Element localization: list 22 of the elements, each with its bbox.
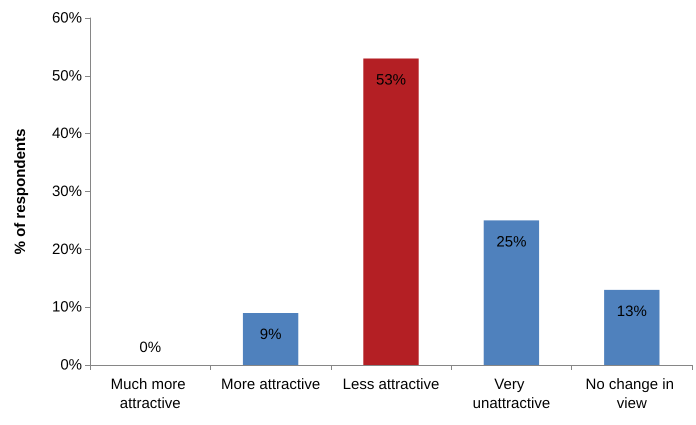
x-tick-label: More attractive xyxy=(221,376,320,393)
bar xyxy=(604,290,660,365)
y-tick-label: 50% xyxy=(52,67,82,84)
bar xyxy=(242,312,298,365)
y-tick-label: 20% xyxy=(52,240,82,258)
y-tick-label: 0% xyxy=(60,356,82,374)
y-tick-label: 10% xyxy=(52,298,82,316)
data-label: 0% xyxy=(139,339,162,356)
data-label: 9% xyxy=(260,326,282,343)
y-tick-label: 60% xyxy=(52,10,82,26)
y-tick-label: 30% xyxy=(52,183,82,200)
bar xyxy=(363,58,419,365)
y-axis-title: % of respondents xyxy=(12,128,29,254)
bar xyxy=(484,220,540,365)
data-label: 25% xyxy=(496,233,526,250)
data-label: 13% xyxy=(616,302,647,320)
x-tick-label: No change in view xyxy=(586,376,678,412)
y-tick-label: 40% xyxy=(52,125,82,142)
x-tick-label: Very unattractive xyxy=(472,376,550,412)
x-tick-label: Less attractive xyxy=(342,376,440,393)
data-label: 53% xyxy=(376,71,406,88)
x-tick-label: Much more attractive xyxy=(110,376,190,412)
